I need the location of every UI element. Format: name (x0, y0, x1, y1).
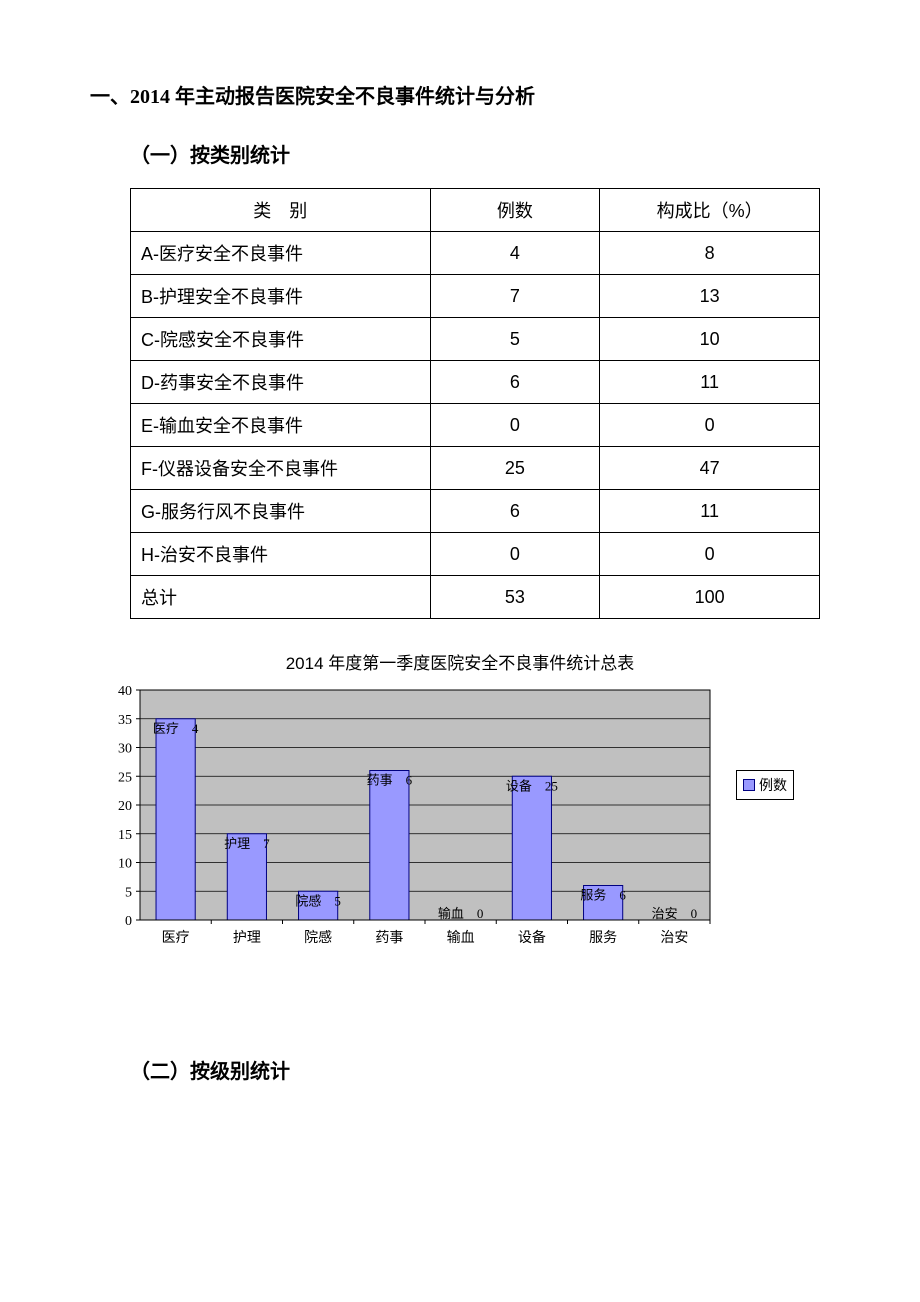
cell-percent: 11 (600, 361, 820, 404)
cell-category: G-服务行风不良事件 (131, 490, 431, 533)
chart-plot: 0 5 10 15 20 25 30 35 40 医疗 医疗 4 护理 护理 7 院感 院感 5 药事 药事 6… (90, 680, 730, 965)
svg-text:40: 40 (118, 684, 132, 699)
cell-count: 53 (430, 576, 600, 619)
svg-text:护理: 护理 (233, 930, 261, 946)
svg-text:院感: 院感 (304, 929, 332, 946)
cell-category: F-仪器设备安全不良事件 (131, 447, 431, 490)
section-2-title: （二）按级别统计 (130, 1055, 830, 1084)
table-header-row: 类 别 例数 构成比（%） (131, 189, 820, 232)
cell-category: D-药事安全不良事件 (131, 361, 431, 404)
chart-title: 2014 年度第一季度医院安全不良事件统计总表 (90, 649, 830, 674)
table-row: D-药事安全不良事件611 (131, 361, 820, 404)
svg-text:服务 6: 服务 6 (580, 888, 626, 903)
cell-category: A-医疗安全不良事件 (131, 232, 431, 275)
table-row: E-输血安全不良事件00 (131, 404, 820, 447)
bar-chart: 0 5 10 15 20 25 30 35 40 医疗 医疗 4 护理 护理 7 院感 院感 5 药事 药事 6… (90, 680, 830, 965)
svg-text:15: 15 (118, 828, 132, 843)
svg-text:输血: 输血 (447, 930, 475, 946)
svg-text:输血 0: 输血 0 (438, 906, 484, 921)
table-row: 总计53100 (131, 576, 820, 619)
svg-text:药事 6: 药事 6 (367, 773, 413, 788)
cell-category: C-院感安全不良事件 (131, 318, 431, 361)
table-row: A-医疗安全不良事件48 (131, 232, 820, 275)
svg-text:0: 0 (125, 914, 132, 929)
cell-percent: 0 (600, 533, 820, 576)
cell-percent: 11 (600, 490, 820, 533)
svg-text:20: 20 (118, 799, 132, 814)
cell-count: 0 (430, 404, 600, 447)
chart-legend: 例数 (736, 770, 794, 800)
svg-text:护理 7: 护理 7 (224, 836, 270, 851)
svg-text:30: 30 (118, 742, 132, 757)
svg-text:服务: 服务 (589, 930, 617, 946)
svg-text:5: 5 (125, 885, 132, 900)
col-category: 类 别 (131, 189, 431, 232)
svg-text:院感 5: 院感 5 (295, 893, 341, 908)
cell-count: 0 (430, 533, 600, 576)
svg-text:35: 35 (118, 713, 132, 728)
page-heading: 一、2014 年主动报告医院安全不良事件统计与分析 (90, 80, 830, 109)
cell-count: 6 (430, 490, 600, 533)
svg-text:医疗 4: 医疗 4 (153, 721, 199, 736)
cell-percent: 0 (600, 404, 820, 447)
cell-category: B-护理安全不良事件 (131, 275, 431, 318)
table-row: F-仪器设备安全不良事件2547 (131, 447, 820, 490)
legend-label: 例数 (759, 775, 787, 795)
cell-percent: 100 (600, 576, 820, 619)
svg-text:药事: 药事 (375, 930, 403, 946)
cell-count: 7 (430, 275, 600, 318)
table-row: B-护理安全不良事件713 (131, 275, 820, 318)
svg-text:设备: 设备 (518, 929, 546, 946)
cell-percent: 8 (600, 232, 820, 275)
svg-text:治安: 治安 (660, 930, 688, 946)
chart-svg: 0 5 10 15 20 25 30 35 40 医疗 医疗 4 护理 护理 7 院感 院感 5 药事 药事 6… (90, 680, 730, 960)
cell-count: 25 (430, 447, 600, 490)
legend-swatch (743, 779, 755, 791)
svg-text:设备 25: 设备 25 (506, 778, 558, 793)
table-row: C-院感安全不良事件510 (131, 318, 820, 361)
svg-text:10: 10 (118, 857, 132, 872)
cell-count: 6 (430, 361, 600, 404)
cell-count: 4 (430, 232, 600, 275)
table-row: G-服务行风不良事件611 (131, 490, 820, 533)
col-count: 例数 (430, 189, 600, 232)
cell-count: 5 (430, 318, 600, 361)
col-percent: 构成比（%） (600, 189, 820, 232)
svg-text:治安 0: 治安 0 (652, 906, 698, 921)
svg-text:25: 25 (118, 770, 132, 785)
cell-percent: 10 (600, 318, 820, 361)
cell-percent: 13 (600, 275, 820, 318)
cell-category: E-输血安全不良事件 (131, 404, 431, 447)
cell-category: H-治安不良事件 (131, 533, 431, 576)
cell-percent: 47 (600, 447, 820, 490)
category-table: 类 别 例数 构成比（%） A-医疗安全不良事件48B-护理安全不良事件713C… (130, 188, 820, 619)
svg-text:医疗: 医疗 (162, 930, 190, 946)
section-1-title: （一）按类别统计 (130, 139, 830, 168)
cell-category: 总计 (131, 576, 431, 619)
table-row: H-治安不良事件00 (131, 533, 820, 576)
